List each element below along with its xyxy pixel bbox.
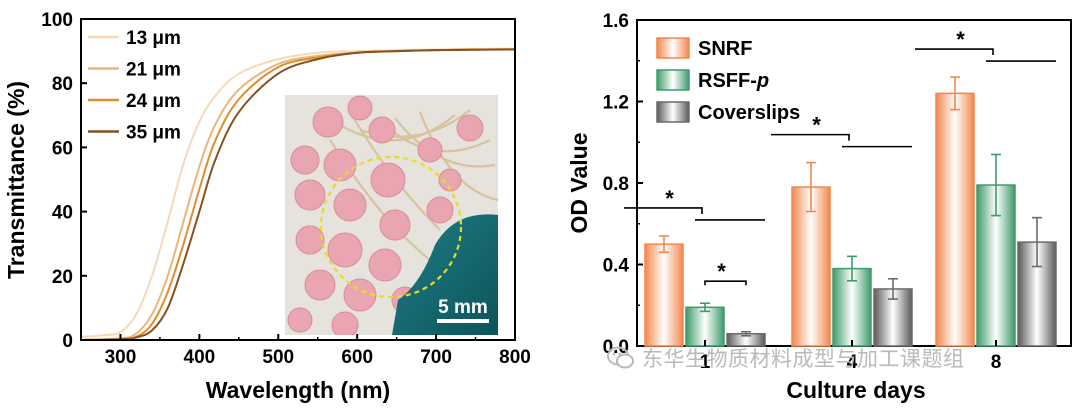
flower-photo [285,95,498,335]
y-tick-label: 0 [62,331,73,352]
x-tick-label: 500 [262,347,294,368]
significance-bracket [624,207,703,214]
x-tick-label: 1 [700,352,711,373]
legend-label-2: Coverslips [698,102,800,124]
watermark-text: 东华生物质材料成型与加工课题组 [642,347,965,371]
x-tick-label: 8 [991,352,1002,373]
scale-bar-label: 5 mm [438,297,488,318]
wechat-icon [607,346,634,369]
od-bars [644,76,1057,347]
left-legend: 13 μm 21 μm 24 μm 35 μm [88,28,181,144]
transmittance-lines [80,47,516,341]
scale-bar [437,319,489,323]
bar-Coverslips-day8 [1017,241,1057,347]
bar-SNRF-day4 [791,186,831,347]
y-tick-label: 0.8 [603,174,629,195]
y-tick-label: 0.4 [603,256,630,277]
left-axis-ticks: 300 400 500 600 700 800 0 20 40 60 80 100 [41,10,531,368]
right-legend: SNRF RSFF-p Coverslips [656,37,800,124]
legend-swatch-0 [656,37,690,59]
y-tick-label: 60 [52,138,73,159]
significance-bracket [771,133,850,141]
series-line-3 [80,48,516,341]
legend-label-0: SNRF [698,38,752,60]
x-tick-label: 400 [184,347,216,368]
x-tick-label: 800 [499,347,531,368]
right-axis-ticks: 0.00.40.81.21.61 4 8 [603,11,1002,373]
legend-label-2: 24 μm [126,91,181,112]
legend-swatch-1 [656,69,690,91]
legend-label-0: 13 μm [126,28,181,49]
right-x-axis-title: Culture days [786,377,925,403]
series-line-0 [80,47,516,338]
significance-markers: * * * * [624,27,1056,286]
left-y-axis-title: Transmittance (%) [3,81,29,279]
right-y-axis-title: OD Value [566,133,592,234]
od-value-chart: **** 0.00.40.81.21.61 4 8 SNRFRSFF-pCovers… [566,11,1072,403]
significance-star: * [812,113,821,138]
left-plot-frame [80,18,516,341]
x-tick-label: 600 [341,347,373,368]
significance-bracket [704,280,747,286]
x-tick-label: 300 [105,347,137,368]
legend-label-1: 21 μm [126,60,181,81]
y-tick-label: 100 [41,10,73,31]
x-tick-label: 4 [847,352,858,373]
bar-SNRF-day1 [644,243,684,347]
legend-label-1: RSFF-p [698,70,769,92]
significance-bracket [915,48,994,56]
legend-label-3: 35 μm [126,123,181,144]
y-tick-label: 20 [52,267,73,288]
x-tick-label: 700 [420,347,452,368]
significance-star: * [956,27,965,52]
y-tick-label: 1.6 [603,11,629,32]
significance-star: * [665,186,674,211]
y-tick-label: 40 [52,203,73,224]
significance-star: * [717,259,726,284]
y-tick-label: 80 [52,74,73,95]
left-x-axis-title: Wavelength (nm) [206,377,390,403]
bar-SNRF-day8 [935,92,975,347]
y-tick-label: 1.2 [603,93,629,114]
legend-swatch-2 [656,101,690,123]
watermark: 东华生物质材料成型与加工课题组 [606,340,965,376]
transmittance-chart: 5 mm 300 400 500 600 700 800 0 20 40 60 80 100 13 μ… [3,10,531,403]
